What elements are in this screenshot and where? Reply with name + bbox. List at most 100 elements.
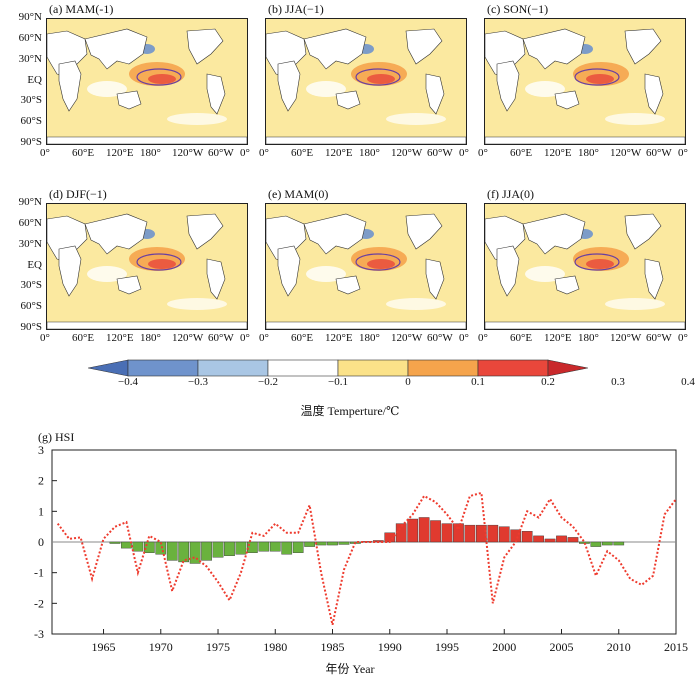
hsi-bar xyxy=(544,538,556,543)
hsi-bar xyxy=(521,531,533,543)
neutral-zone xyxy=(87,81,127,97)
hsi-bar xyxy=(212,541,224,558)
lat-tick-label: 90°S xyxy=(20,321,42,333)
hsi-dotted-line xyxy=(56,491,677,626)
hsi-bar xyxy=(178,541,190,563)
continent-outline xyxy=(335,90,361,110)
lat-tick-label: 30°N xyxy=(18,52,42,65)
lat-tick-label: 90°S xyxy=(20,136,42,148)
lon-tick-label: 60°E xyxy=(510,332,533,344)
neutral-zone xyxy=(87,266,127,282)
y-tick-label: -2 xyxy=(34,596,44,610)
colorbar-segment xyxy=(407,359,479,377)
continent-outline xyxy=(624,213,662,250)
hsi-bar xyxy=(315,541,327,546)
x-tick-label: 1965 xyxy=(92,640,116,654)
continent-outline xyxy=(116,275,142,295)
hsi-bar xyxy=(430,520,441,543)
map-panel-label: (d) DJF(−1) xyxy=(49,187,107,202)
lon-tick-label: 180° xyxy=(140,332,161,344)
colorbar-segment xyxy=(267,359,339,377)
hsi-bar xyxy=(407,518,419,543)
hsi-bar xyxy=(109,541,121,544)
map-panel-label: (b) JJA(−1) xyxy=(268,2,324,17)
hsi-bar xyxy=(281,541,293,555)
continent-outline xyxy=(405,213,443,250)
lat-tick-label: 60°N xyxy=(18,216,42,229)
lon-tick-label: 120°E xyxy=(325,147,353,159)
lon-tick-label: 60°W xyxy=(208,147,234,159)
x-tick-label: 1985 xyxy=(321,640,345,654)
lon-tick-label: 0° xyxy=(259,332,269,344)
continent-outline xyxy=(186,213,224,250)
hsi-bar xyxy=(338,541,350,545)
hsi-bar xyxy=(224,541,235,557)
y-tick-label: 1 xyxy=(38,504,44,518)
colorbar-tick-label: 0.2 xyxy=(541,376,555,388)
hsi-bar xyxy=(498,526,510,543)
map-panel xyxy=(265,203,467,330)
map-svg xyxy=(266,204,466,329)
neutral-zone xyxy=(306,266,346,282)
lon-tick-label: 60°W xyxy=(646,147,672,159)
hsi-bar xyxy=(453,523,464,543)
y-tick-label: 2 xyxy=(38,474,44,488)
colorbar-segment xyxy=(127,359,199,377)
lon-tick-label: 180° xyxy=(359,332,380,344)
colorbar-segment xyxy=(477,359,549,377)
lon-tick-label: 120°W xyxy=(391,332,423,344)
lon-tick-label: 60°E xyxy=(72,332,95,344)
continent-outline xyxy=(303,213,367,255)
hsi-bar xyxy=(464,524,476,543)
lon-tick-label: 0° xyxy=(259,147,269,159)
hsi-bar xyxy=(155,541,167,555)
map-panel-label: (a) MAM(-1) xyxy=(49,2,114,17)
hsi-bar xyxy=(304,541,315,547)
colorbar-tick-label: −0.1 xyxy=(328,376,348,388)
lon-tick-label: 180° xyxy=(140,147,161,159)
continent-outline xyxy=(554,275,580,295)
significance-contour xyxy=(136,68,182,86)
lon-tick-label: 0° xyxy=(678,332,688,344)
continent-outline xyxy=(485,136,685,144)
hsi-bar xyxy=(476,524,487,543)
continent-outline xyxy=(624,28,662,65)
colorbar-tick-label: 0 xyxy=(405,376,411,388)
neutral-zone xyxy=(605,298,665,310)
colorbar-tick-label: 0.4 xyxy=(681,376,695,388)
continent-outline xyxy=(405,28,443,65)
continent-outline xyxy=(425,73,445,115)
lon-tick-label: 120°E xyxy=(325,332,353,344)
lat-tick-label: 90°N xyxy=(18,196,42,208)
lat-tick-label: EQ xyxy=(27,258,42,271)
lat-tick-label: 30°N xyxy=(18,237,42,250)
lon-tick-label: 120°E xyxy=(106,147,134,159)
hot-anomaly xyxy=(586,74,614,84)
lon-tick-label: 120°W xyxy=(610,147,642,159)
lon-tick-label: 0° xyxy=(240,332,250,344)
hsi-bar xyxy=(189,541,201,564)
colorbar-svg xyxy=(87,359,589,377)
neutral-zone xyxy=(306,81,346,97)
lon-tick-label: 60°E xyxy=(291,332,314,344)
hsi-bar xyxy=(418,517,430,543)
colorbar-segment xyxy=(337,359,409,377)
y-tick-label: 0 xyxy=(38,535,44,549)
lon-tick-label: 60°E xyxy=(291,147,314,159)
continent-outline xyxy=(335,275,361,295)
neutral-zone xyxy=(167,298,227,310)
y-tick-label: -1 xyxy=(34,566,44,580)
colorbar-tick-label: −0.2 xyxy=(258,376,278,388)
continent-outline xyxy=(116,90,142,110)
map-svg xyxy=(47,204,247,329)
map-svg xyxy=(485,19,685,144)
neutral-zone xyxy=(525,81,565,97)
lon-tick-label: 60°E xyxy=(510,147,533,159)
hsi-bar xyxy=(567,537,579,543)
colorbar-arrow-left xyxy=(87,359,129,377)
map-panel-label: (f) JJA(0) xyxy=(487,187,534,202)
lon-tick-label: 60°W xyxy=(427,147,453,159)
continent-outline xyxy=(496,60,520,112)
continent-outline xyxy=(266,136,466,144)
hot-anomaly xyxy=(367,74,395,84)
